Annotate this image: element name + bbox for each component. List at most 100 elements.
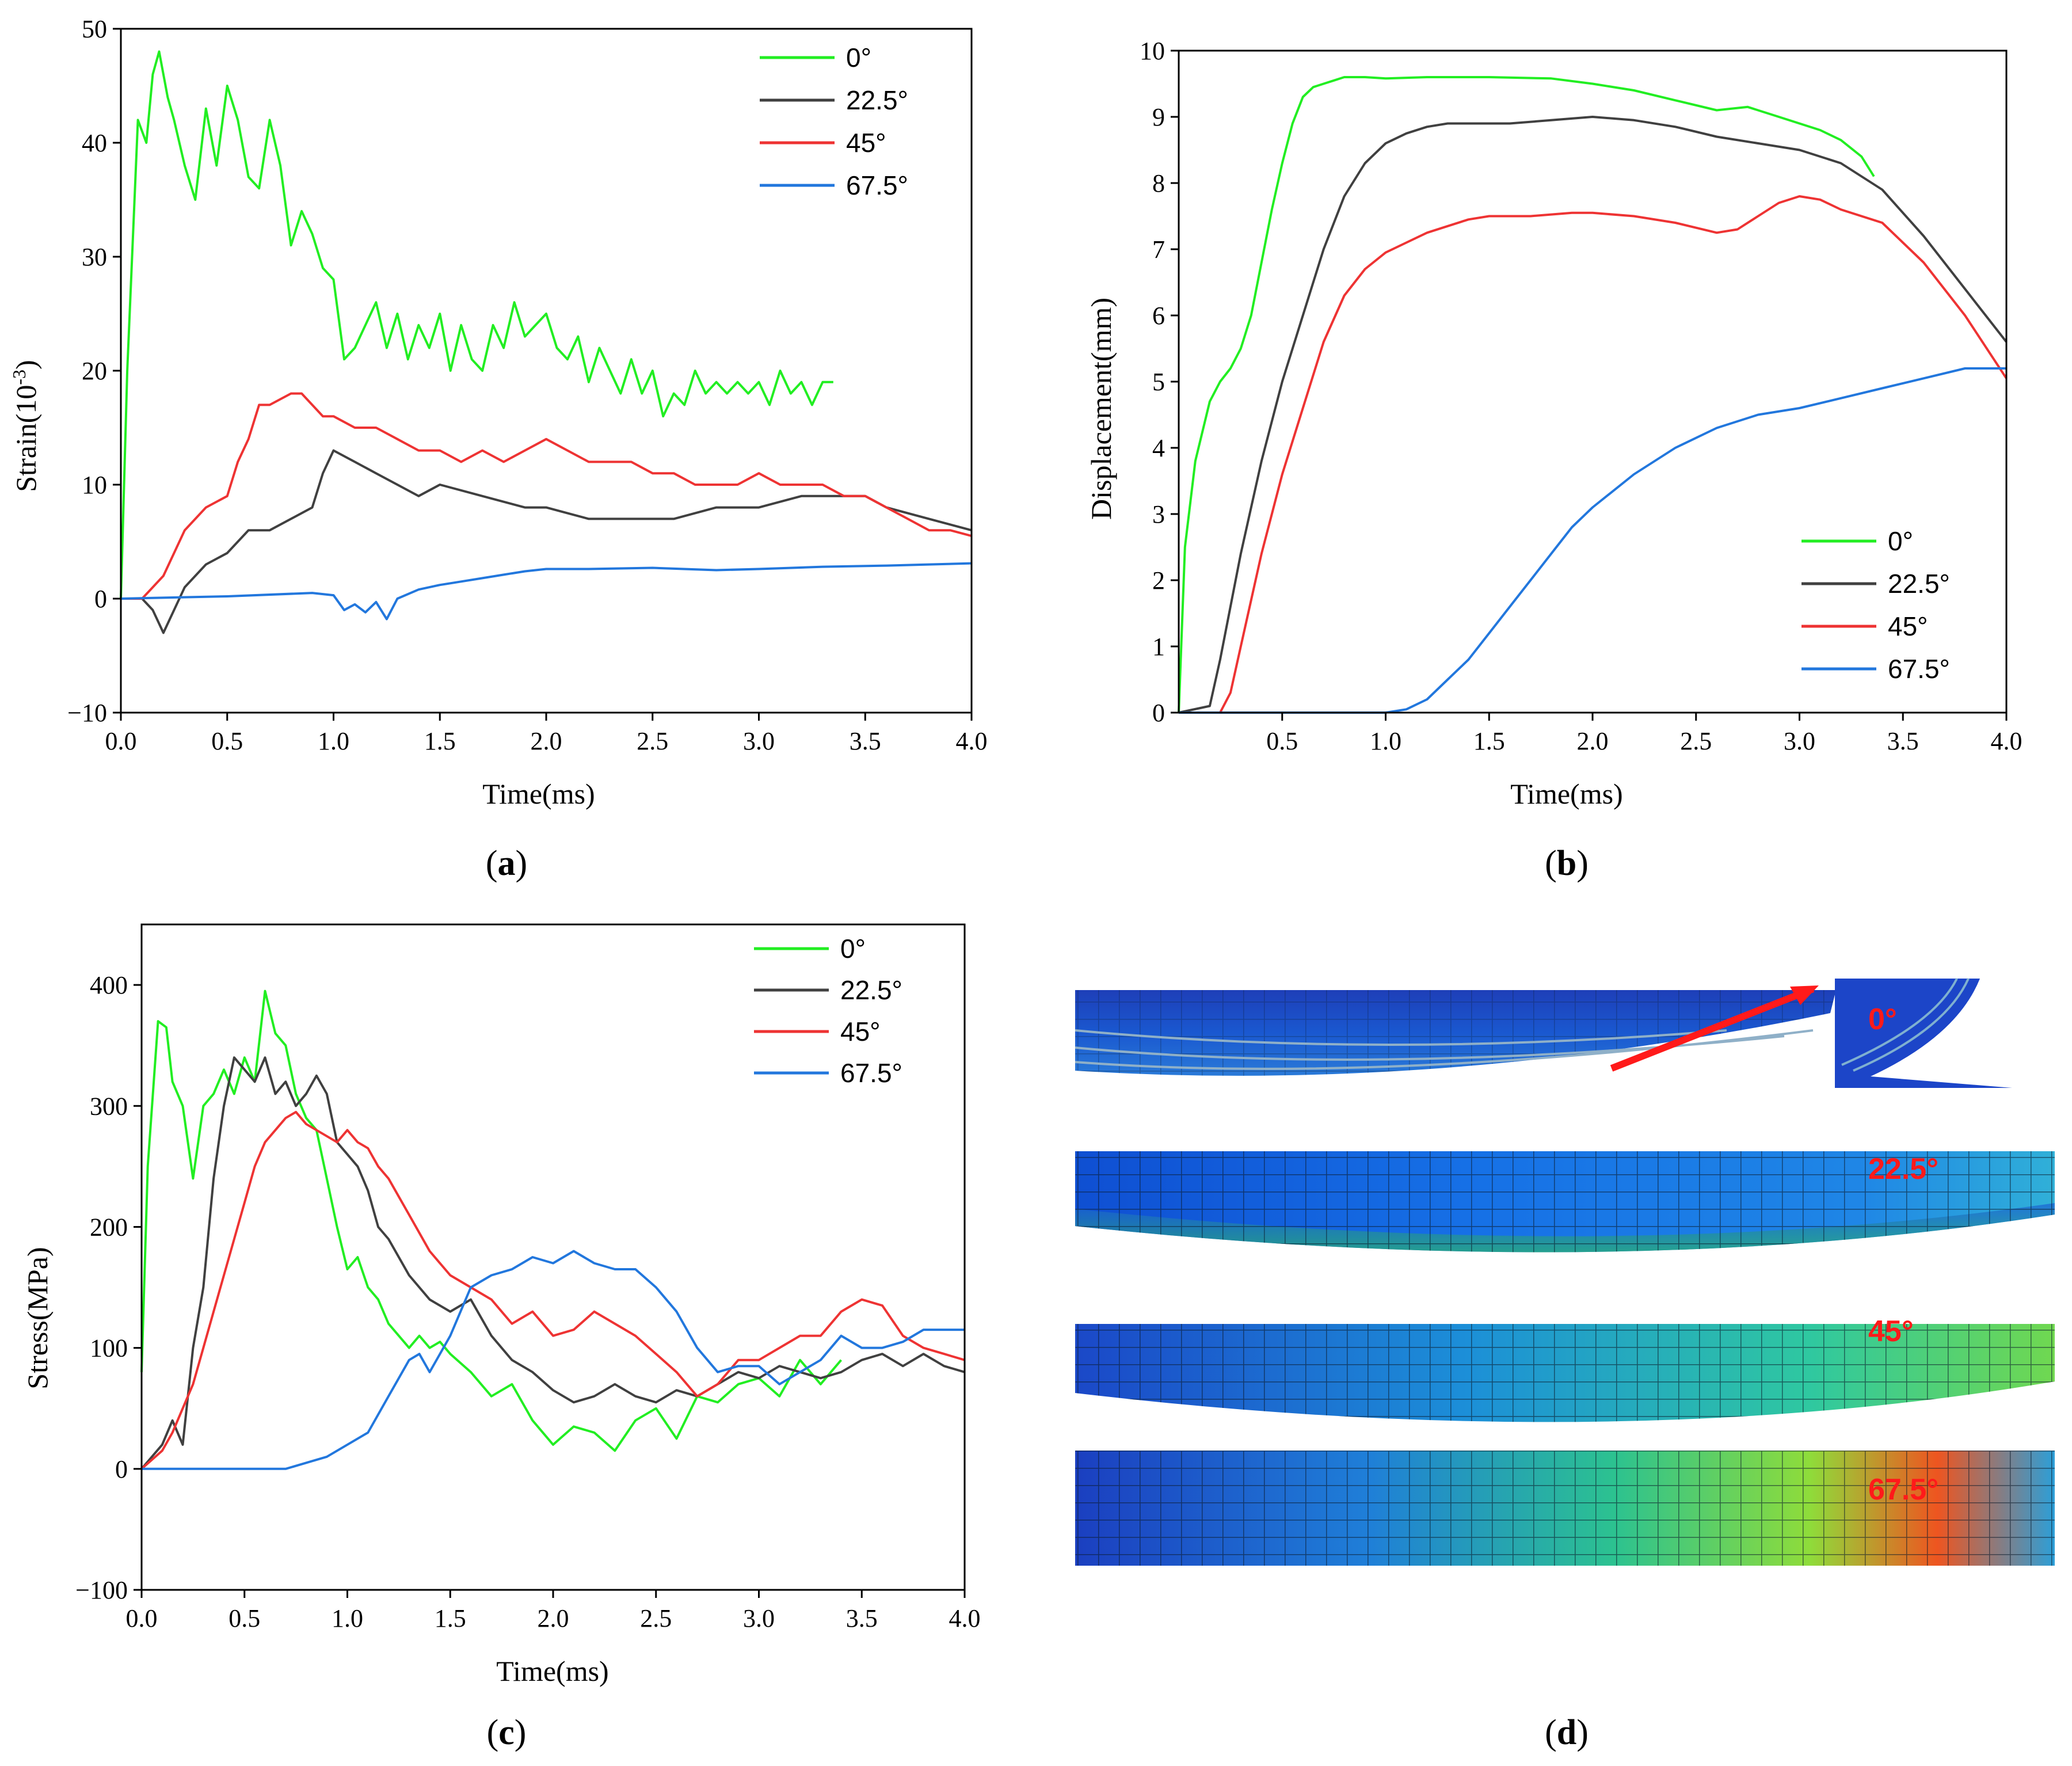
panel-a-ticks: 0.0 0.5 1.0 1.5 2.0 2.5 3.0 3.5 4.0 −10 0 10 20 30 40 5… bbox=[67, 15, 987, 755]
panel-c-legend-label-0deg: 0° bbox=[840, 934, 866, 964]
panel-b-legend-label-22-5deg: 22.5° bbox=[1888, 569, 1950, 599]
panel-c-ytick-label: 300 bbox=[90, 1092, 128, 1120]
panel-b-xtick-label: 3.5 bbox=[1887, 727, 1919, 755]
panel-c-xtick-label: 0.0 bbox=[126, 1604, 158, 1632]
panel-b-legend-label-45deg: 45° bbox=[1888, 611, 1928, 641]
panel-a-xtick-label: 2.0 bbox=[531, 727, 562, 755]
panel-a-series-layer bbox=[120, 50, 972, 634]
panel-a-legend: 0° 22.5° 45° 67.5° bbox=[760, 43, 908, 200]
panel-b-ytick-label: 1 bbox=[1152, 633, 1165, 661]
panel-a-ytick-label: 30 bbox=[82, 243, 107, 271]
panel-b-ytick-label: 9 bbox=[1152, 103, 1165, 131]
panel-b-legend: 0° 22.5° 45° 67.5° bbox=[1801, 526, 1950, 684]
panel-b-xtick-label: 2.5 bbox=[1680, 727, 1712, 755]
panel-b-xtick-label: 0.5 bbox=[1266, 727, 1298, 755]
panel-d-caption: (d) bbox=[1545, 1713, 1589, 1752]
panel-b-xtick-label: 2.0 bbox=[1577, 727, 1609, 755]
panel-a-legend-label-67-5deg: 67.5° bbox=[846, 170, 908, 200]
panel-c-series-22-5deg bbox=[140, 1056, 965, 1470]
panel-b-ytick-label: 6 bbox=[1152, 302, 1165, 330]
panel-c-ticks: 0.0 0.5 1.0 1.5 2.0 2.5 3.0 3.5 4.0 −100 0 100 200 30… bbox=[75, 971, 980, 1632]
panel-a-ylabel: Strain(10-3) bbox=[9, 360, 42, 492]
panel-b-ytick-label: 7 bbox=[1152, 235, 1165, 264]
panel-b-ytick-label: 3 bbox=[1152, 500, 1165, 528]
zoom-arrow-shaft bbox=[1610, 985, 1815, 1072]
panel-a-ytick-label: 50 bbox=[82, 15, 107, 43]
fem-strip-0deg: 0° bbox=[1075, 978, 2012, 1088]
panel-c-ytick-label: 0 bbox=[115, 1455, 128, 1483]
panel-b-ytick-label: 2 bbox=[1152, 566, 1165, 595]
panel-b-ytick-label: 10 bbox=[1140, 37, 1165, 65]
panel-a-ytick-label: 20 bbox=[82, 357, 107, 385]
panel-a-xtick-label: 1.0 bbox=[318, 727, 349, 755]
zoom-arrow-head-icon bbox=[1790, 985, 1819, 1005]
panel-c-ytick-label: 400 bbox=[90, 971, 128, 999]
panel-a-xtick-label: 0.5 bbox=[211, 727, 243, 755]
panel-b-legend-label-67-5deg: 67.5° bbox=[1888, 654, 1950, 684]
panel-a-xlabel: Time(ms) bbox=[482, 778, 595, 810]
panel-b-ytick-label: 5 bbox=[1152, 368, 1165, 396]
panel-d: 0° 22.5° 45° 67.5° (d) bbox=[1075, 978, 2055, 1752]
panel-c-ytick-label: −100 bbox=[75, 1576, 128, 1604]
panel-a-series-67-5deg bbox=[120, 562, 972, 621]
panel-a: 0.0 0.5 1.0 1.5 2.0 2.5 3.0 3.5 4.0 −10 0 10 20 30 40 5… bbox=[9, 15, 988, 883]
panel-a-ytick-label: 10 bbox=[82, 471, 107, 499]
panel-a-legend-label-22-5deg: 22.5° bbox=[846, 85, 908, 115]
panel-a-xtick-label: 1.5 bbox=[424, 727, 456, 755]
fem-label-0deg: 0° bbox=[1868, 1003, 1897, 1036]
fem-zoom-inset-edge bbox=[1871, 979, 2012, 1088]
panel-a-series-0deg bbox=[120, 50, 833, 599]
fem-strip-67-5deg-mesh bbox=[1075, 1451, 2055, 1566]
panel-b-caption: (b) bbox=[1545, 844, 1589, 883]
fem-label-67-5deg: 67.5° bbox=[1868, 1473, 1938, 1506]
panel-b-series-0deg bbox=[1178, 76, 1875, 713]
panel-b-series-layer bbox=[1178, 76, 2008, 714]
panel-a-legend-label-45deg: 45° bbox=[846, 128, 886, 158]
panel-b-ticks: 0.5 1.0 1.5 2.0 2.5 3.0 3.5 4.0 0 1 2 3 4 5 6 7 8 9 10 bbox=[1140, 37, 2023, 755]
panel-c-legend-label-67-5deg: 67.5° bbox=[840, 1058, 902, 1088]
panel-a-ytick-label: 0 bbox=[94, 585, 107, 613]
fem-strip-45deg: 45° bbox=[1075, 1315, 2055, 1422]
panel-a-xtick-label: 2.5 bbox=[637, 727, 668, 755]
panel-c: 0.0 0.5 1.0 1.5 2.0 2.5 3.0 3.5 4.0 −100 0 100 200 30… bbox=[21, 923, 981, 1752]
panel-a-series-45deg bbox=[121, 392, 972, 600]
panel-b: 0.5 1.0 1.5 2.0 2.5 3.0 3.5 4.0 0 1 2 3 4 5 6 7 8 9 10 Tim… bbox=[1085, 37, 2023, 883]
panel-c-xtick-label: 0.5 bbox=[228, 1604, 260, 1632]
panel-c-series-layer bbox=[140, 989, 965, 1470]
fem-strip-67-5deg: 67.5° bbox=[1075, 1451, 2055, 1566]
panel-b-ytick-label: 8 bbox=[1152, 169, 1165, 197]
fem-strip-45deg-mesh bbox=[1075, 1324, 2055, 1422]
panel-c-xtick-label: 4.0 bbox=[949, 1604, 981, 1632]
fem-strip-22-5deg: 22.5° bbox=[1075, 1151, 2055, 1253]
panel-c-xtick-label: 1.5 bbox=[435, 1604, 466, 1632]
panel-c-ytick-label: 200 bbox=[90, 1213, 128, 1241]
fem-label-45deg: 45° bbox=[1868, 1315, 1914, 1348]
panel-c-series-67-5deg bbox=[142, 1250, 965, 1470]
panel-b-xtick-label: 1.5 bbox=[1473, 727, 1505, 755]
panel-a-xtick-label: 0.0 bbox=[105, 727, 137, 755]
fem-zoom-inset-layers bbox=[1841, 978, 1970, 1072]
panel-b-xtick-label: 3.0 bbox=[1784, 727, 1815, 755]
panel-c-plot-frame bbox=[140, 923, 966, 1591]
panel-c-xtick-label: 2.5 bbox=[640, 1604, 672, 1632]
panel-b-ylabel: Displacement(mm) bbox=[1085, 298, 1117, 520]
panel-b-legend-label-0deg: 0° bbox=[1888, 526, 1913, 556]
panel-c-legend: 0° 22.5° 45° 67.5° bbox=[754, 934, 902, 1088]
panel-c-series-45deg bbox=[140, 1110, 965, 1470]
panel-a-legend-label-0deg: 0° bbox=[846, 43, 871, 73]
panel-b-plot-frame bbox=[1178, 50, 2008, 714]
panel-a-ytick-label: 40 bbox=[82, 129, 107, 157]
panel-a-xtick-label: 4.0 bbox=[956, 727, 988, 755]
panel-b-xtick-label: 1.0 bbox=[1370, 727, 1401, 755]
panel-b-series-67-5deg bbox=[1179, 367, 2006, 714]
panel-c-xlabel: Time(ms) bbox=[496, 1655, 608, 1687]
panel-b-series-22-5deg bbox=[1178, 116, 2008, 714]
panel-a-xtick-label: 3.5 bbox=[850, 727, 881, 755]
panel-a-series-22-5deg bbox=[121, 449, 972, 634]
panel-b-ytick-label: 4 bbox=[1152, 434, 1165, 462]
fem-label-22-5deg: 22.5° bbox=[1868, 1152, 1938, 1186]
panel-c-ylabel: Stress(MPa) bbox=[21, 1247, 54, 1389]
panel-c-xtick-label: 3.0 bbox=[743, 1604, 775, 1632]
panel-c-xtick-label: 1.0 bbox=[332, 1604, 363, 1632]
